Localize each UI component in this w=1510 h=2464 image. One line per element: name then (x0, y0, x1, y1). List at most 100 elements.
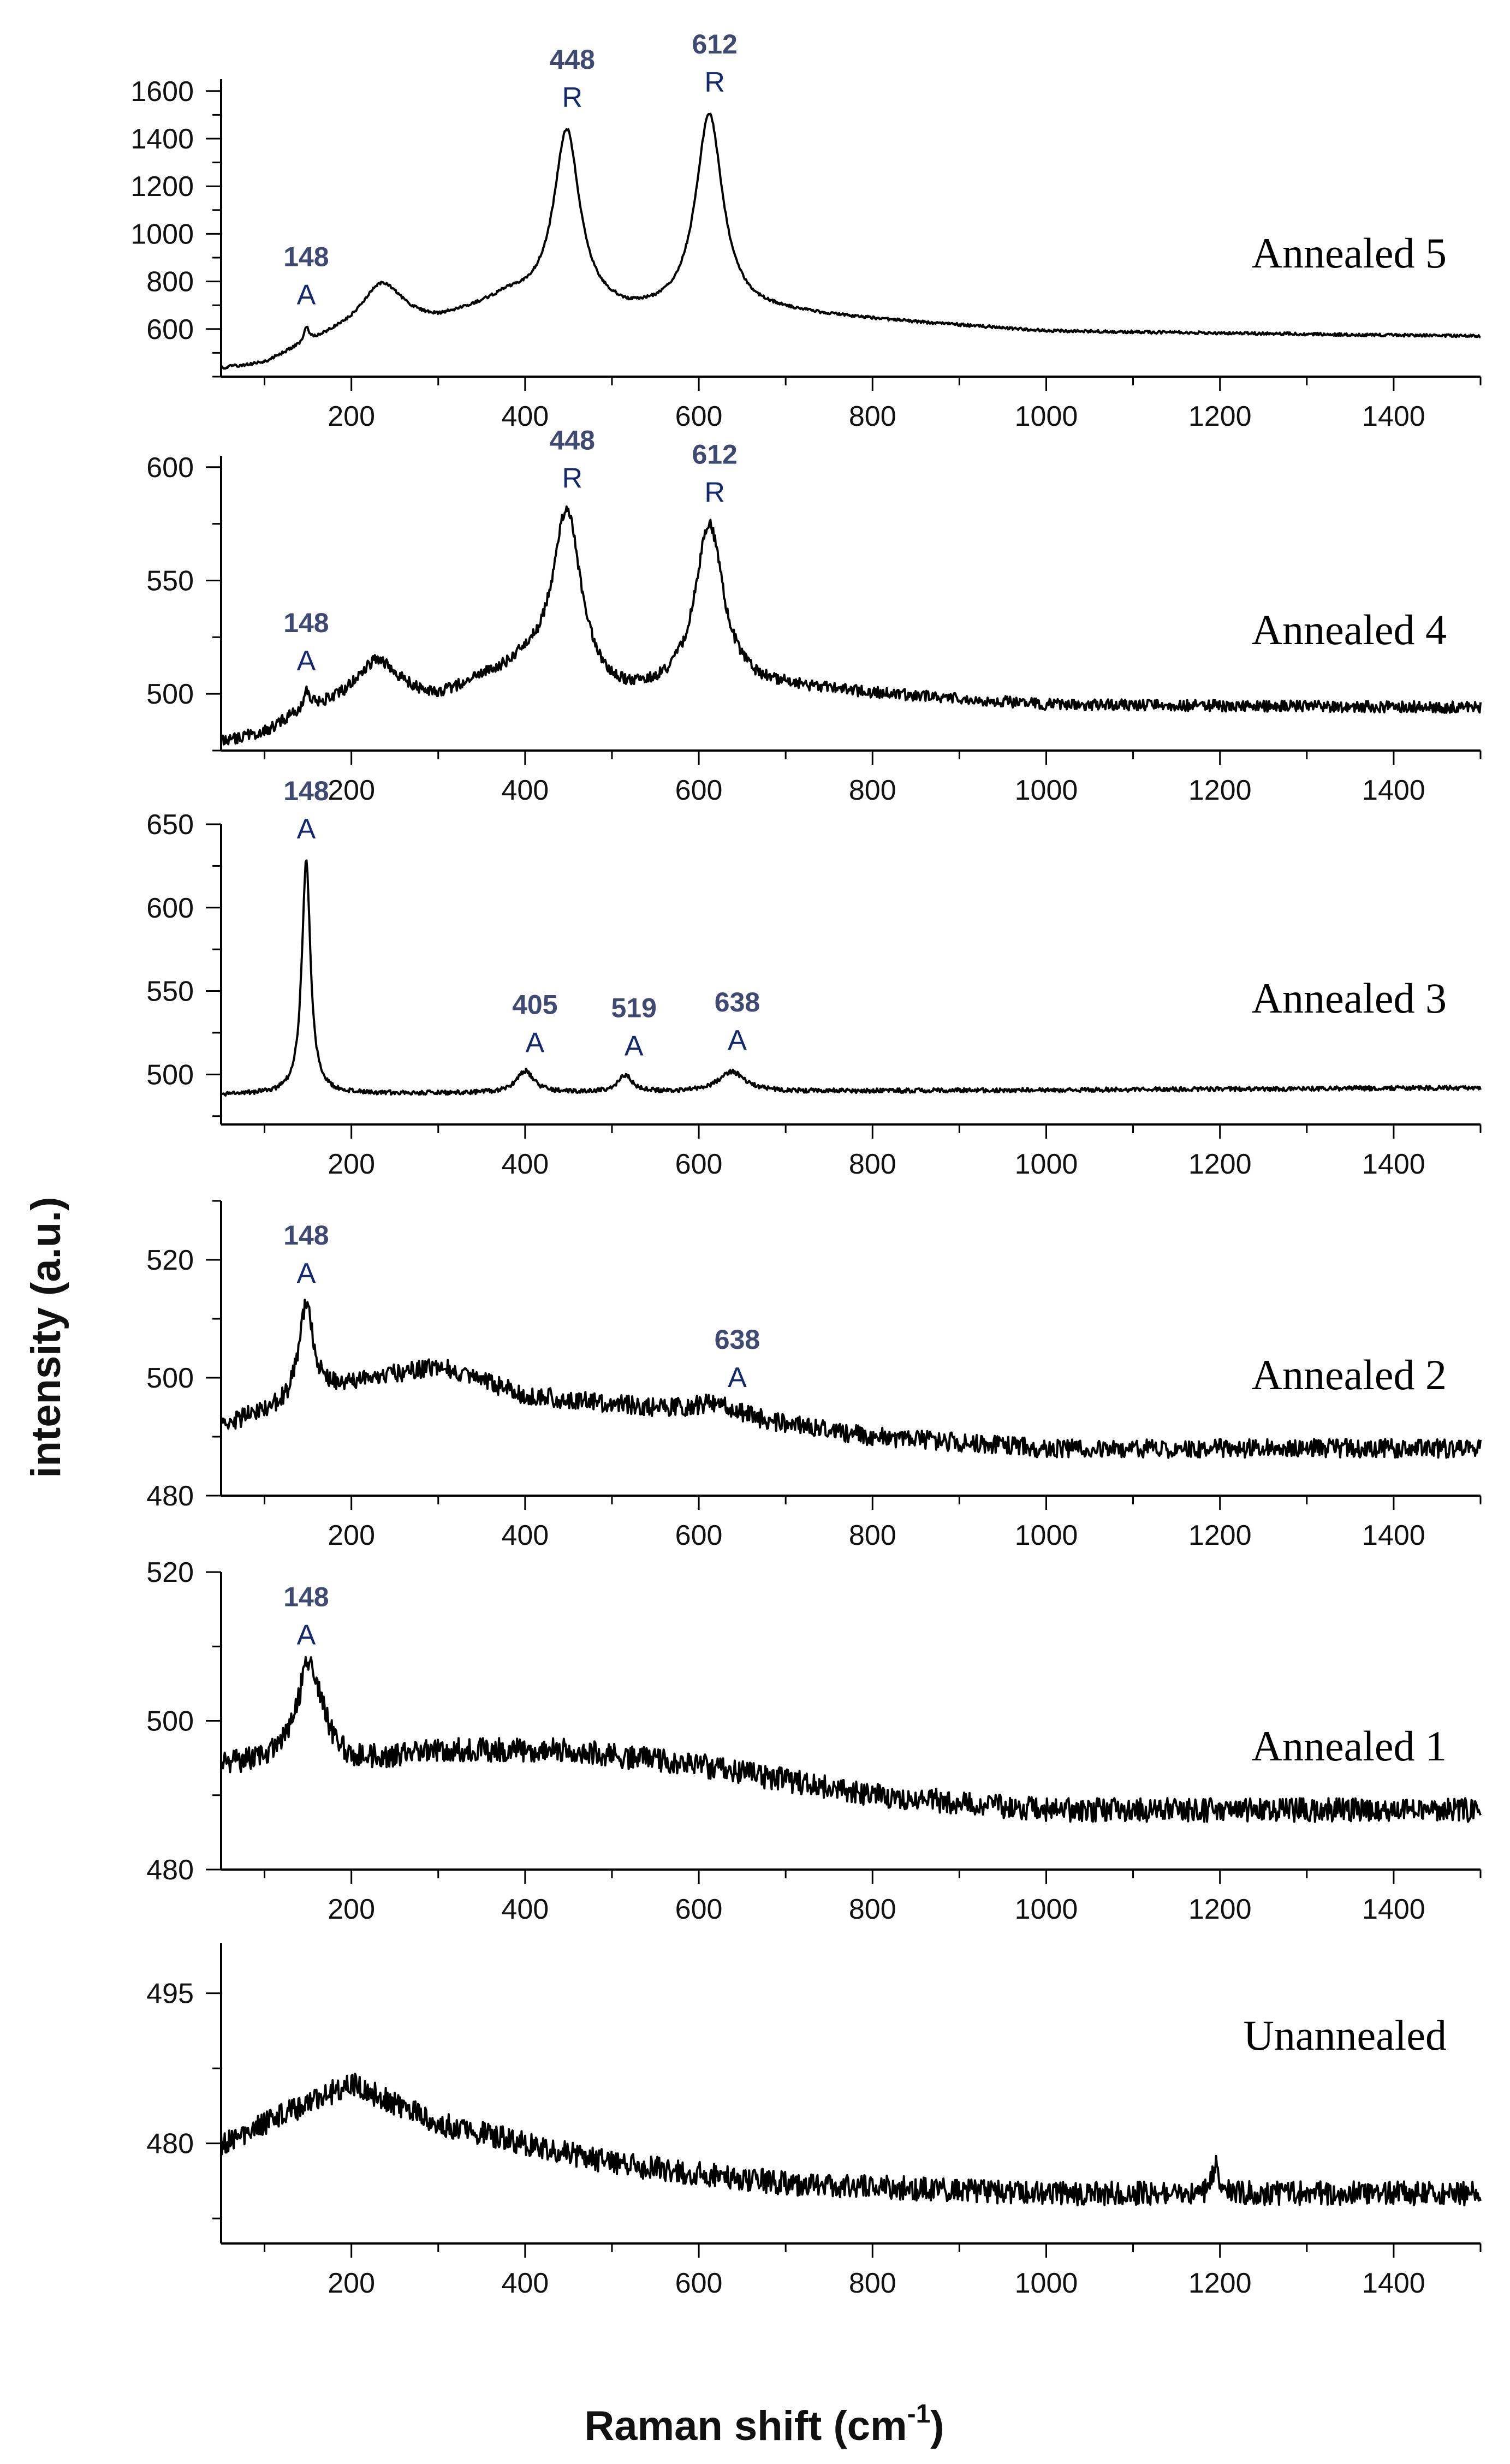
y-tick-label: 500 (146, 1362, 194, 1394)
x-tick-label: 200 (328, 1520, 375, 1551)
x-tick-label: 800 (849, 401, 896, 432)
peak-phase-label: A (297, 813, 316, 845)
peak-phase-label: A (297, 645, 316, 677)
x-tick-label: 600 (675, 2267, 723, 2299)
peak-phase-label: R (704, 67, 725, 98)
peak-number-label: 638 (715, 987, 760, 1017)
peak-phase-label: A (297, 1619, 316, 1651)
x-tick-label: 400 (501, 401, 549, 432)
peak-phase-label: A (297, 279, 316, 311)
panel-4: 200 400 600 800 1000 1200 1400 480 500 520 Anneale… (146, 1200, 1482, 1551)
x-tick-label: 1200 (1188, 2267, 1252, 2299)
peak-phase-label: A (525, 1027, 544, 1058)
x-tick-label: 1000 (1015, 401, 1078, 432)
peak-number-label: 148 (283, 1581, 329, 1612)
x-tick-label: 200 (328, 1148, 375, 1180)
y-tick-label: 550 (146, 976, 194, 1008)
y-tick-label: 800 (146, 266, 194, 298)
peak-number-label: 638 (715, 1324, 760, 1355)
y-tick-label: 520 (146, 1245, 194, 1276)
y-tick-label: 600 (146, 892, 194, 924)
peak-phase-label: A (625, 1030, 644, 1062)
panel-label: Annealed 4 (1252, 606, 1447, 653)
y-tick-label: 550 (146, 565, 194, 597)
y-tick-label: 495 (146, 1978, 194, 2010)
peak-phase-label: A (728, 1362, 747, 1394)
y-tick-label: 1000 (130, 218, 194, 250)
y-tick-label: 1200 (130, 171, 194, 203)
x-tick-label: 600 (675, 1520, 723, 1551)
x-axis-title-superscript: -1 (907, 2400, 931, 2429)
x-tick-label: 400 (501, 775, 549, 806)
x-tick-label: 1200 (1188, 1520, 1252, 1551)
x-axis-title-suffix: ) (930, 2403, 944, 2449)
y-tick-label: 1600 (130, 76, 194, 108)
x-tick-label: 400 (501, 1894, 549, 1925)
x-axis-title: Raman shift (cm-1) (584, 2400, 944, 2449)
panel-6: 200 400 600 800 1000 1200 1400 480 495 Unannealed (146, 1943, 1482, 2299)
x-tick-label: 600 (675, 401, 723, 432)
y-tick-label: 500 (146, 679, 194, 710)
peak-number-label: 612 (692, 439, 737, 469)
peak-phase-label: A (728, 1025, 747, 1056)
y-tick-label: 650 (146, 809, 194, 841)
spectrum-line (220, 859, 1482, 1097)
x-tick-label: 800 (849, 1520, 896, 1551)
peak-number-label: 148 (283, 242, 329, 272)
x-tick-label: 1400 (1362, 775, 1425, 806)
x-tick-label: 400 (501, 2267, 549, 2299)
x-tick-label: 200 (328, 2267, 375, 2299)
x-tick-label: 1400 (1362, 2267, 1425, 2299)
x-tick-label: 600 (675, 775, 723, 806)
x-tick-label: 1200 (1188, 1148, 1252, 1180)
x-tick-label: 1000 (1015, 1148, 1078, 1180)
x-tick-label: 400 (501, 1520, 549, 1551)
x-tick-label: 1400 (1362, 401, 1425, 432)
y-tick-label: 600 (146, 314, 194, 346)
x-tick-label: 600 (675, 1894, 723, 1925)
y-tick-label: 520 (146, 1557, 194, 1588)
panel-3: 200 400 600 800 1000 1200 1400 500 550 600 650 Anne… (146, 776, 1482, 1180)
y-tick-label: 500 (146, 1706, 194, 1737)
x-tick-label: 1400 (1362, 1894, 1425, 1925)
peak-number-label: 612 (692, 29, 737, 59)
x-tick-label: 1000 (1015, 1520, 1078, 1551)
spectrum-line (220, 1656, 1482, 1823)
x-tick-label: 1200 (1188, 401, 1252, 432)
x-tick-label: 800 (849, 775, 896, 806)
peak-number-label: 519 (611, 992, 656, 1023)
spectrum-line (220, 112, 1481, 370)
spectrum-line (221, 505, 1482, 746)
spectrum-line (220, 2073, 1482, 2206)
y-tick-label: 1400 (130, 123, 194, 155)
y-axis-title: intensity (a.u.) (23, 1197, 69, 1478)
x-tick-label: 400 (501, 1148, 549, 1180)
peak-number-label: 148 (283, 776, 329, 806)
y-tick-label: 480 (146, 1854, 194, 1886)
peak-number-label: 148 (283, 1220, 329, 1251)
spectrum-line (220, 1299, 1482, 1459)
x-tick-label: 200 (328, 1894, 375, 1925)
panel-2: 200 400 600 800 1000 1200 1400 500 550 600 Anneale… (146, 425, 1482, 806)
y-tick-label: 480 (146, 2128, 194, 2160)
y-tick-label: 480 (146, 1480, 194, 1512)
y-tick-label: 600 (146, 452, 194, 484)
peak-number-label: 148 (283, 608, 329, 638)
x-tick-label: 800 (849, 1148, 896, 1180)
peak-phase-label: R (562, 463, 582, 495)
panel-label: Annealed 2 (1252, 1351, 1447, 1398)
x-tick-label: 200 (328, 775, 375, 806)
panel-label: Unannealed (1244, 2011, 1447, 2059)
panel-label: Annealed 3 (1252, 974, 1447, 1022)
x-tick-label: 1000 (1015, 1894, 1078, 1925)
x-tick-label: 1000 (1015, 775, 1078, 806)
panel-1: 200 400 600 800 1000 1200 1400 600 800 1000 1200 14… (130, 29, 1482, 432)
peak-number-label: 448 (550, 44, 595, 75)
x-axis-title-main: Raman shift (cm (584, 2403, 907, 2449)
x-tick-label: 1200 (1188, 1894, 1252, 1925)
panel-5: 200 400 600 800 1000 1200 1400 480 500 520 Anneale… (146, 1557, 1482, 1925)
peak-phase-label: R (562, 82, 582, 114)
peak-phase-label: R (704, 477, 725, 508)
panel-label: Annealed 1 (1252, 1722, 1447, 1770)
